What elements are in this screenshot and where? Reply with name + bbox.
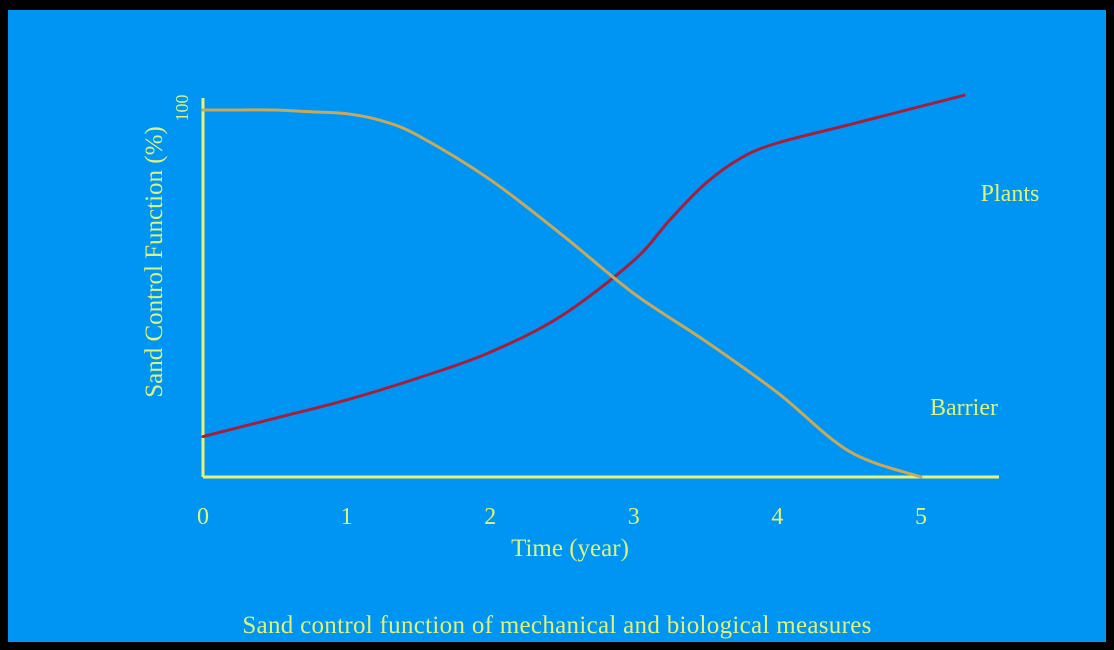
x-tick-label: 2 (484, 504, 496, 530)
chart-caption: Sand control function of mechanical and … (242, 612, 872, 639)
y-axis-label: Sand Control Function (%) (141, 126, 168, 398)
x-tick-label: 3 (628, 504, 640, 530)
series-label-barrier: Barrier (930, 395, 998, 421)
series-line-plants (201, 93, 966, 439)
chart-panel (8, 10, 1106, 642)
chart-marks: 0 1 2 3 4 5 100 Plants Barrier (172, 93, 1040, 530)
series-line-barrier (201, 108, 923, 479)
y-tick-label: 100 (172, 95, 192, 122)
x-tick-label: 4 (771, 504, 783, 530)
x-tick-label: 0 (197, 504, 209, 530)
series-label-plants: Plants (981, 181, 1040, 207)
x-tick-label: 5 (915, 504, 927, 530)
x-axis-label: Time (year) (511, 535, 629, 562)
x-tick-label: 1 (341, 504, 353, 530)
